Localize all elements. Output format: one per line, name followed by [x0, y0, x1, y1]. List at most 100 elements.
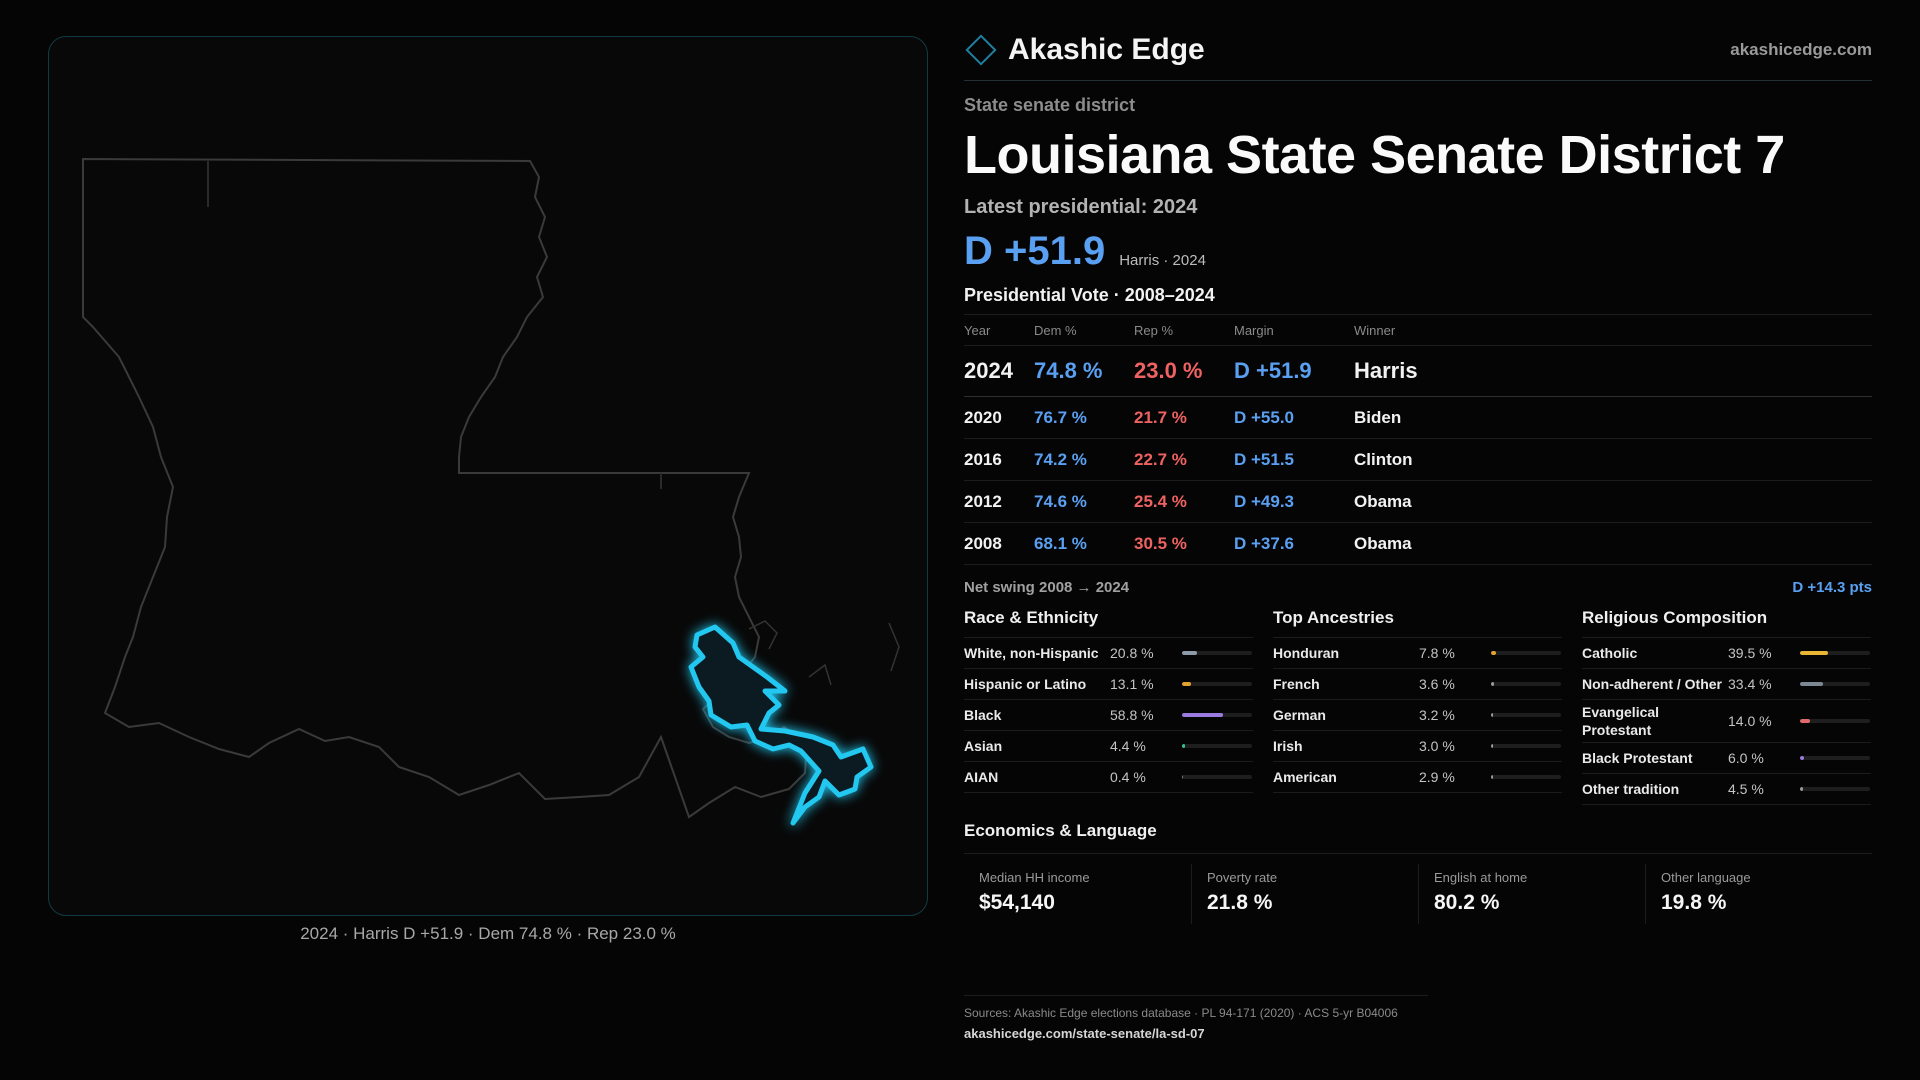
header-winner: Winner — [1354, 322, 1396, 338]
stat-row: White, non-Hispanic 20.8 % — [964, 638, 1253, 669]
table-row: 2020 76.7 % 21.7 % D +55.0 Biden — [964, 397, 1872, 439]
stat-bar-fill — [1491, 651, 1497, 655]
sources-text: Sources: Akashic Edge elections database… — [964, 1006, 1398, 1020]
religious-composition: Religious Composition Catholic 39.5 % Non-… — [1582, 608, 1871, 805]
stat-bar — [1491, 744, 1561, 748]
stat-bar — [1800, 682, 1870, 686]
row-rep: 21.7 % — [1134, 407, 1187, 427]
row-margin: D +51.9 — [1234, 358, 1312, 383]
stat-value: 14.0 % — [1728, 713, 1772, 729]
stat-row: Hispanic or Latino 13.1 % — [964, 669, 1253, 700]
stat-bar-fill — [1491, 713, 1494, 717]
econ-value: 19.8 % — [1661, 891, 1727, 914]
row-year: 2012 — [964, 491, 1002, 511]
coast-islands — [748, 620, 900, 686]
latest-presidential-label: Latest presidential: 2024 — [964, 196, 1198, 218]
district-type: State senate district — [964, 95, 1136, 115]
state-outline — [82, 157, 809, 819]
row-year: 2008 — [964, 533, 1002, 553]
district-highlight[interactable] — [688, 624, 874, 826]
stat-label: American — [1273, 769, 1337, 785]
stat-bar — [1491, 713, 1561, 717]
row-rep: 22.7 % — [1134, 449, 1187, 469]
presidential-vote-title: Presidential Vote · 2008–2024 — [964, 285, 1872, 315]
stat-label: Catholic — [1582, 645, 1638, 661]
religious-composition-title: Religious Composition — [1582, 608, 1871, 638]
brand-link[interactable]: akashicedge.com — [1730, 40, 1872, 59]
econ-label: Median HH income — [979, 870, 1090, 885]
district-map[interactable] — [49, 37, 928, 916]
econ-label: Poverty rate — [1207, 870, 1278, 885]
row-winner: Obama — [1354, 533, 1412, 553]
stat-row: Other tradition 4.5 % — [1582, 774, 1871, 805]
stat-row: German 3.2 % — [1273, 700, 1562, 731]
stat-label: Other tradition — [1582, 781, 1680, 797]
row-dem: 74.8 % — [1034, 358, 1103, 383]
econ-stat: Poverty rate 21.8 % — [1191, 864, 1418, 924]
stat-value: 2.9 % — [1419, 769, 1455, 785]
stat-value: 3.2 % — [1419, 707, 1455, 723]
stat-bar — [1182, 651, 1252, 655]
econ-label: English at home — [1434, 870, 1528, 885]
stat-bar — [1182, 713, 1252, 717]
row-year: 2020 — [964, 407, 1002, 427]
sources-link[interactable]: akashicedge.com/state-senate/la-sd-07 — [964, 1026, 1205, 1041]
stat-label: Black Protestant — [1582, 750, 1693, 766]
stat-label: AIAN — [964, 769, 999, 785]
race-ethnicity-title: Race & Ethnicity — [964, 608, 1253, 638]
stat-bar-fill — [1182, 775, 1184, 779]
stat-row: French 3.6 % — [1273, 669, 1562, 700]
econ-value: 80.2 % — [1434, 891, 1500, 914]
headline-note: Harris · 2024 — [1119, 252, 1206, 269]
stat-bar — [1182, 744, 1252, 748]
stat-row: AIAN 0.4 % — [964, 762, 1253, 793]
row-margin: D +51.5 — [1234, 449, 1295, 469]
stat-bar-fill — [1491, 744, 1494, 748]
row-rep: 25.4 % — [1134, 491, 1187, 511]
stat-bar — [1182, 775, 1252, 779]
row-dem: 68.1 % — [1034, 533, 1087, 553]
econ-stat: Median HH income $54,140 — [964, 864, 1191, 924]
details-panel: Akashic Edge akashicedge.com State senat… — [964, 30, 1872, 924]
headline-margin: D +51.9 — [964, 229, 1106, 273]
stat-bar-fill — [1491, 682, 1494, 686]
row-year: 2016 — [964, 449, 1002, 469]
stat-value: 3.0 % — [1419, 738, 1455, 754]
row-margin: D +55.0 — [1234, 407, 1295, 427]
table-row: 2016 74.2 % 22.7 % D +51.5 Clinton — [964, 439, 1872, 481]
stat-value: 20.8 % — [1110, 645, 1154, 661]
stat-row: Black 58.8 % — [964, 700, 1253, 731]
top-ancestries-title: Top Ancestries — [1273, 608, 1562, 638]
stat-row: Asian 4.4 % — [964, 731, 1253, 762]
stat-value: 33.4 % — [1728, 676, 1772, 692]
page-title: Louisiana State Senate District 7 — [964, 125, 1785, 185]
stat-bar — [1800, 756, 1870, 760]
stat-label: Hispanic or Latino — [964, 676, 1087, 692]
brand-header: Akashic Edge akashicedge.com — [964, 30, 1872, 81]
header-dem: Dem % — [1034, 322, 1077, 338]
sources-footer: Sources: Akashic Edge elections database… — [964, 995, 1428, 1041]
map-panel[interactable] — [48, 36, 928, 916]
header-year: Year — [964, 322, 991, 338]
stat-bar-fill — [1491, 775, 1494, 779]
stat-value: 39.5 % — [1728, 645, 1772, 661]
header-rep: Rep % — [1134, 322, 1174, 338]
stat-value: 58.8 % — [1110, 707, 1154, 723]
stat-bar-fill — [1182, 713, 1224, 717]
header-margin: Margin — [1234, 322, 1274, 338]
row-dem: 74.6 % — [1034, 491, 1087, 511]
row-year: 2024 — [964, 358, 1013, 383]
economics-title: Economics & Language — [964, 821, 1872, 854]
row-dem: 76.7 % — [1034, 407, 1087, 427]
stat-label: White, non-Hispanic — [964, 645, 1099, 661]
stat-bar-fill — [1800, 651, 1828, 655]
row-winner: Obama — [1354, 491, 1412, 511]
stat-value: 3.6 % — [1419, 676, 1455, 692]
stat-bar-fill — [1182, 744, 1186, 748]
stat-value: 4.5 % — [1728, 781, 1764, 797]
stat-value: 7.8 % — [1419, 645, 1455, 661]
stat-value: 0.4 % — [1110, 769, 1146, 785]
stat-label: Non-adherent / Other — [1582, 676, 1723, 692]
demographics: Race & Ethnicity White, non-Hispanic 20.8… — [964, 608, 1872, 805]
econ-value: 21.8 % — [1207, 891, 1273, 914]
